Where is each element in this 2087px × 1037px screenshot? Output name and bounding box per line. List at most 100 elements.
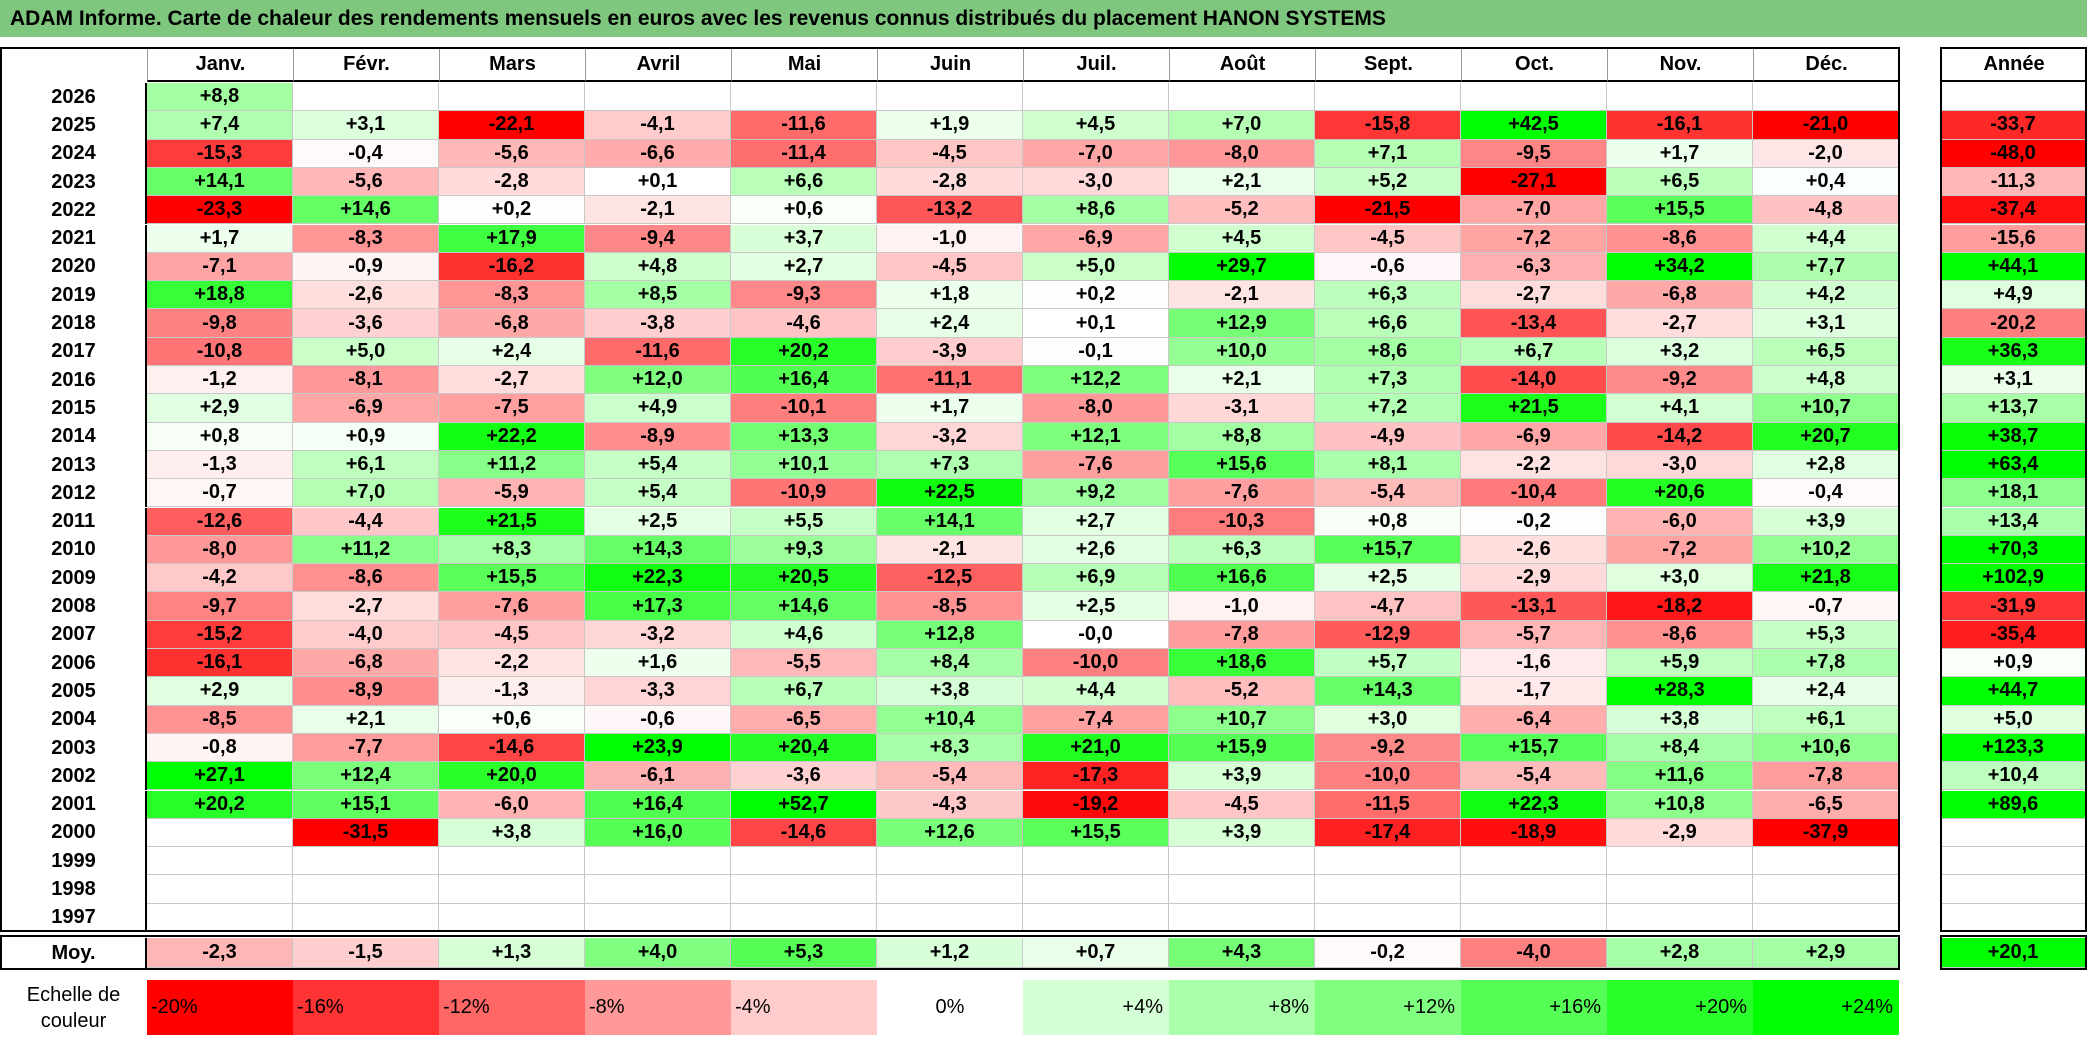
heatmap-cell: -18,2 bbox=[1607, 592, 1753, 621]
heatmap-cell bbox=[147, 847, 293, 876]
heatmap-cell: +2,8 bbox=[1753, 450, 1899, 480]
row-year-label: 2006 bbox=[0, 649, 147, 678]
heatmap-cell bbox=[731, 903, 877, 932]
heatmap-cell: +14,1 bbox=[147, 167, 293, 197]
column-header: Août bbox=[1169, 47, 1315, 82]
heatmap-cell: +18,8 bbox=[147, 281, 293, 310]
heatmap-cell: +12,8 bbox=[877, 620, 1023, 649]
annual-cell: -37,4 bbox=[1940, 196, 2087, 225]
heatmap-cell: +5,7 bbox=[1315, 649, 1461, 678]
column-header: Nov. bbox=[1607, 47, 1753, 82]
heatmap-cell: -1,2 bbox=[147, 366, 293, 395]
heatmap-cell: +5,9 bbox=[1607, 649, 1753, 678]
heatmap-cell: +5,4 bbox=[585, 450, 731, 480]
heatmap-cell: +1,9 bbox=[877, 111, 1023, 140]
heatmap-cell: +10,7 bbox=[1753, 394, 1899, 423]
annual-cell: -35,4 bbox=[1940, 620, 2087, 649]
heatmap-cell: +7,0 bbox=[1169, 111, 1315, 140]
heatmap-cell: -3,2 bbox=[585, 620, 731, 649]
heatmap-cell: +52,7 bbox=[731, 790, 877, 819]
heatmap-cell bbox=[439, 903, 585, 932]
row-year-label: 2012 bbox=[0, 479, 147, 508]
heatmap-cell: -1,0 bbox=[877, 224, 1023, 253]
heatmap-cell: -16,1 bbox=[1607, 111, 1753, 140]
heatmap-cell: +3,8 bbox=[439, 818, 585, 848]
heatmap-cell: +5,0 bbox=[293, 337, 439, 366]
heatmap-cell: +9,3 bbox=[731, 535, 877, 565]
heatmap-cell: +0,2 bbox=[439, 196, 585, 225]
average-cell: +2,9 bbox=[1753, 938, 1899, 968]
heatmap-cell: +15,7 bbox=[1315, 535, 1461, 565]
heatmap-cell: -2,8 bbox=[877, 167, 1023, 197]
heatmap-cell: -12,6 bbox=[147, 507, 293, 536]
heatmap-cell bbox=[731, 847, 877, 876]
scale-swatch: +24% bbox=[1753, 980, 1899, 1035]
heatmap-cell: +5,4 bbox=[585, 479, 731, 508]
heatmap-cell: -8,5 bbox=[147, 705, 293, 734]
row-year-label: 2014 bbox=[0, 422, 147, 451]
heatmap-cell: +20,0 bbox=[439, 762, 585, 791]
column-header: Avril bbox=[585, 47, 731, 82]
heatmap-cell: -6,9 bbox=[1461, 422, 1607, 451]
heatmap-cell: -11,6 bbox=[585, 337, 731, 366]
heatmap-cell: -6,9 bbox=[293, 394, 439, 423]
heatmap-cell: +5,2 bbox=[1315, 167, 1461, 197]
row-year-label: 2017 bbox=[0, 337, 147, 366]
heatmap-cell bbox=[293, 903, 439, 932]
heatmap-cell: -16,1 bbox=[147, 649, 293, 678]
annual-cell: +5,0 bbox=[1940, 705, 2087, 734]
heatmap-cell: +3,1 bbox=[1753, 309, 1899, 338]
heatmap-cell: -9,5 bbox=[1461, 139, 1607, 168]
heatmap-cell: -6,8 bbox=[293, 649, 439, 678]
annual-cell: -15,6 bbox=[1940, 224, 2087, 253]
heatmap-cell: +7,7 bbox=[1753, 252, 1899, 282]
heatmap-cell bbox=[1753, 83, 1899, 112]
heatmap-cell bbox=[877, 83, 1023, 112]
heatmap-cell: -5,6 bbox=[439, 139, 585, 168]
heatmap-cell: -2,1 bbox=[1169, 281, 1315, 310]
heatmap-cell: +0,9 bbox=[293, 422, 439, 451]
heatmap-cell: +15,6 bbox=[1169, 450, 1315, 480]
annual-cell: +18,1 bbox=[1940, 479, 2087, 508]
heatmap-cell: +7,3 bbox=[1315, 366, 1461, 395]
heatmap-cell bbox=[1169, 847, 1315, 876]
average-label: Moy. bbox=[0, 938, 147, 968]
heatmap-cell: -3,6 bbox=[293, 309, 439, 338]
heatmap-cell: +12,6 bbox=[877, 818, 1023, 848]
average-annual-cell: +20,1 bbox=[1940, 938, 2087, 968]
heatmap-cell bbox=[731, 875, 877, 904]
heatmap-cell bbox=[1753, 875, 1899, 904]
heatmap-cell: -5,2 bbox=[1169, 196, 1315, 225]
column-header: Mai bbox=[731, 47, 877, 82]
heatmap-cell: +8,8 bbox=[1169, 422, 1315, 451]
heatmap-cell: -8,0 bbox=[1169, 139, 1315, 168]
heatmap-cell: -2,0 bbox=[1753, 139, 1899, 168]
heatmap-cell: -3,0 bbox=[1023, 167, 1169, 197]
heatmap-cell: +34,2 bbox=[1607, 252, 1753, 282]
heatmap-cell: -0,7 bbox=[147, 479, 293, 508]
heatmap-cell bbox=[1023, 875, 1169, 904]
annual-cell bbox=[1940, 903, 2087, 932]
heatmap-cell bbox=[1461, 903, 1607, 932]
heatmap-cell: +14,3 bbox=[585, 535, 731, 565]
heatmap-cell: +2,1 bbox=[1169, 366, 1315, 395]
heatmap-cell: -2,2 bbox=[1461, 450, 1607, 480]
heatmap-cell: -11,5 bbox=[1315, 790, 1461, 819]
heatmap-cell: -6,1 bbox=[585, 762, 731, 791]
heatmap-cell: -14,0 bbox=[1461, 366, 1607, 395]
heatmap-cell bbox=[1169, 83, 1315, 112]
row-year-label: 2010 bbox=[0, 535, 147, 565]
heatmap-cell: -6,9 bbox=[1023, 224, 1169, 253]
heatmap-cell bbox=[1753, 847, 1899, 876]
heatmap-cell: -7,4 bbox=[1023, 705, 1169, 734]
heatmap-cell: +4,1 bbox=[1607, 394, 1753, 423]
heatmap-cell: +20,7 bbox=[1753, 422, 1899, 451]
annual-cell: +123,3 bbox=[1940, 733, 2087, 763]
heatmap-cell: +12,2 bbox=[1023, 366, 1169, 395]
heatmap-cell: +14,6 bbox=[731, 592, 877, 621]
heatmap-cell bbox=[1607, 847, 1753, 876]
heatmap-cell: +10,2 bbox=[1753, 535, 1899, 565]
heatmap-cell: -4,5 bbox=[439, 620, 585, 649]
heatmap-cell: -9,3 bbox=[731, 281, 877, 310]
heatmap-cell: +21,5 bbox=[1461, 394, 1607, 423]
